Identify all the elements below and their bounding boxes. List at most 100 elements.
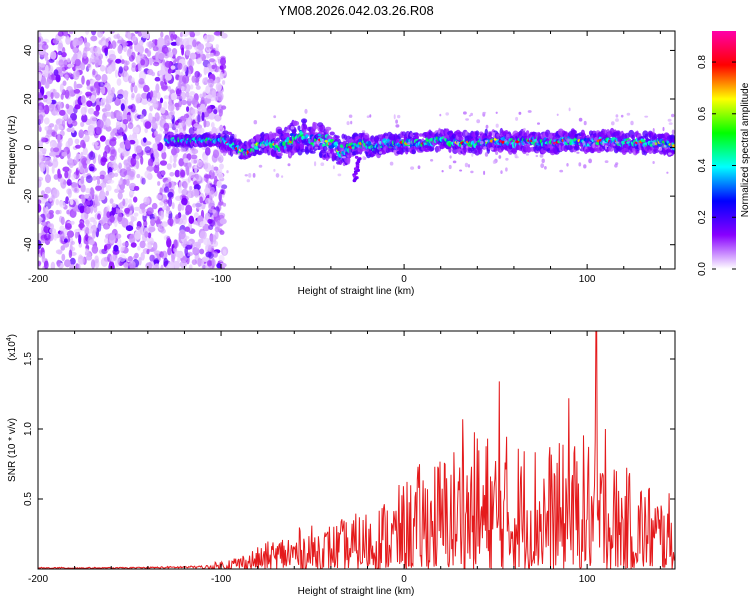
colorbar-tick-label: 0.4 (697, 158, 708, 172)
heatmap-cell (258, 164, 263, 168)
heatmap-cell (101, 45, 109, 53)
heatmap-cell (131, 65, 137, 72)
heatmap-cell (55, 198, 60, 206)
heatmap-cell (38, 123, 41, 129)
heatmap-cell (158, 69, 166, 76)
heatmap-cell (85, 218, 90, 228)
heatmap-cell (471, 152, 474, 157)
heatmap-cell (168, 93, 172, 104)
heatmap-cell (188, 215, 195, 224)
heatmap-cell (185, 204, 193, 215)
heatmap-cell (352, 179, 357, 183)
heatmap-cell (167, 191, 174, 198)
heatmap-cell (40, 136, 46, 143)
heatmap-cell (185, 44, 193, 50)
heatmap-cell (504, 139, 508, 143)
heatmap-cell (208, 208, 216, 213)
heatmap-cell (216, 91, 224, 102)
heatmap-cell (130, 103, 136, 113)
heatmap-cell (115, 120, 121, 130)
heatmap-cell (211, 245, 215, 254)
heatmap-cell (199, 230, 207, 240)
heatmap-cell (149, 254, 155, 262)
heatmap-cell (48, 210, 54, 215)
heatmap-cell (277, 152, 283, 157)
heatmap-cell (38, 151, 44, 160)
heatmap-cell (672, 139, 675, 144)
heatmap-cell (194, 70, 200, 78)
heatmap-cell (129, 45, 133, 50)
heatmap-cell (671, 129, 675, 135)
heatmap-cell (181, 188, 189, 196)
heatmap-cell (74, 65, 80, 72)
heatmap-cell (96, 86, 101, 96)
heatmap-cell (69, 199, 74, 206)
heatmap-cell (69, 264, 76, 269)
snr-series-line (38, 331, 675, 569)
heatmap-cell (163, 257, 168, 267)
heatmap-cell (95, 185, 102, 191)
heatmap-cell (56, 60, 60, 66)
heatmap-cell (350, 120, 353, 125)
heatmap-cell (72, 71, 80, 80)
snr-xlabel: Height of straight line (km) (298, 586, 415, 597)
heatmap-cell (191, 188, 199, 197)
heatmap-cell (53, 157, 58, 162)
heatmap-cell (202, 154, 209, 165)
heatmap-cell (74, 187, 78, 192)
heatmap-cell (108, 53, 117, 61)
heatmap-cell (576, 151, 580, 154)
heatmap-cell (168, 181, 172, 188)
heatmap-cell (539, 154, 544, 158)
heatmap-cell (51, 165, 55, 174)
heatmap-cell (134, 252, 139, 259)
heatmap-cell (155, 136, 161, 145)
heatmap-cell (160, 114, 167, 121)
heatmap-cell (121, 90, 129, 96)
heatmap-cell (55, 74, 61, 83)
heatmap-cell (55, 249, 63, 255)
heatmap-cell (100, 156, 106, 167)
heatmap-cell (61, 253, 66, 262)
heatmap-cell (175, 214, 180, 220)
heatmap-cell (169, 155, 173, 164)
heatmap-cell (206, 105, 212, 114)
heatmap-cell (114, 188, 119, 193)
heatmap-cell (203, 35, 209, 42)
heatmap-cell (108, 261, 115, 269)
heatmap-cell (53, 69, 59, 76)
heatmap-cell (154, 76, 161, 82)
heatmap-cell (114, 257, 120, 267)
heatmap-cell (156, 91, 161, 100)
heatmap-cell (525, 153, 530, 156)
heatmap-cell (505, 167, 508, 172)
heatmap-cell (214, 226, 220, 233)
heatmap-cell (145, 141, 152, 146)
heatmap-y-tick-label: 40 (23, 44, 34, 56)
heatmap-cell (64, 171, 69, 179)
heatmap-cell (130, 156, 137, 167)
heatmap-cell (64, 74, 69, 80)
heatmap-cell (500, 170, 503, 175)
heatmap-cell (87, 63, 91, 68)
heatmap-cell (253, 120, 258, 125)
heatmap-cell (237, 152, 241, 156)
heatmap-cell (171, 122, 177, 131)
heatmap-cell (122, 108, 127, 119)
heatmap-cell (138, 39, 144, 47)
heatmap-cell (78, 129, 84, 139)
heatmap-cell (143, 84, 150, 93)
heatmap-cell (112, 164, 118, 169)
heatmap-cell (322, 145, 328, 152)
heatmap-cell (157, 181, 161, 186)
heatmap-cell (109, 138, 117, 147)
heatmap-cell (84, 42, 91, 48)
heatmap-cell (121, 59, 125, 65)
heatmap-cell (666, 171, 669, 174)
heatmap-cell (198, 162, 203, 167)
heatmap-cell (208, 58, 216, 63)
heatmap-cell (314, 161, 317, 167)
heatmap-cell (72, 46, 80, 54)
heatmap-cell (67, 63, 75, 68)
heatmap-cell (80, 95, 86, 104)
